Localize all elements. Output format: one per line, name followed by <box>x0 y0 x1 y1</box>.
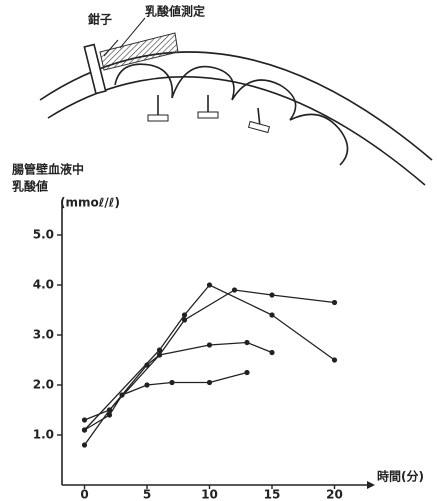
x-tick-label: 5 <box>143 488 151 501</box>
data-point <box>231 287 238 293</box>
y-tick-label: 2.0 <box>33 378 54 392</box>
data-point <box>244 369 250 376</box>
data-point <box>169 379 175 386</box>
y-axis-label: 乳酸値 <box>12 179 48 194</box>
x-axis-arrow <box>367 481 375 489</box>
data-point <box>244 339 250 346</box>
data-point <box>269 349 275 356</box>
x-tick-label: 0 <box>80 488 88 501</box>
loops <box>114 63 349 166</box>
y-axis-label: 腸管壁血液中 <box>12 162 84 177</box>
y-tick-label: 4.0 <box>33 278 54 292</box>
x-tick-label: 20 <box>326 488 343 501</box>
x-tick-label: 15 <box>264 488 281 501</box>
y-tick-label: 1.0 <box>33 428 54 442</box>
tab <box>147 114 169 122</box>
data-point <box>144 362 150 368</box>
data-point <box>269 292 275 298</box>
data-point <box>81 427 88 433</box>
intestine-diagram <box>39 17 433 186</box>
x-axis-label: 時間(分) <box>377 469 424 484</box>
tab <box>197 111 219 119</box>
data-point <box>269 312 275 318</box>
data-point <box>81 442 88 448</box>
data-point <box>181 317 188 323</box>
data-point <box>331 357 338 363</box>
data-point <box>206 379 213 386</box>
clamp-label: 鉗子 <box>88 12 112 27</box>
measure-area <box>99 32 179 71</box>
data-point <box>206 342 213 348</box>
data-point <box>106 412 113 418</box>
data-point <box>81 417 88 423</box>
measure-label: 乳酸値測定 <box>145 4 205 19</box>
series-line <box>84 284 335 431</box>
data-point <box>331 299 338 306</box>
series-line <box>84 341 273 421</box>
data-point <box>181 312 188 318</box>
data-point <box>206 282 213 288</box>
data-point <box>156 352 163 358</box>
pointer <box>103 39 119 57</box>
data-point <box>156 347 163 353</box>
clamp <box>83 43 107 95</box>
tab <box>247 120 271 134</box>
outer-wall <box>39 51 433 161</box>
series-line <box>83 289 335 446</box>
x-tick-label: 10 <box>201 488 218 501</box>
data-point <box>144 382 150 388</box>
pointer <box>119 17 146 49</box>
y-tick-label: 5.0 <box>33 228 54 242</box>
data-point <box>106 407 113 413</box>
unit-label: (mmoℓ/ℓ) <box>60 196 120 210</box>
series-line <box>84 371 248 431</box>
y-tick-label: 3.0 <box>33 328 54 342</box>
